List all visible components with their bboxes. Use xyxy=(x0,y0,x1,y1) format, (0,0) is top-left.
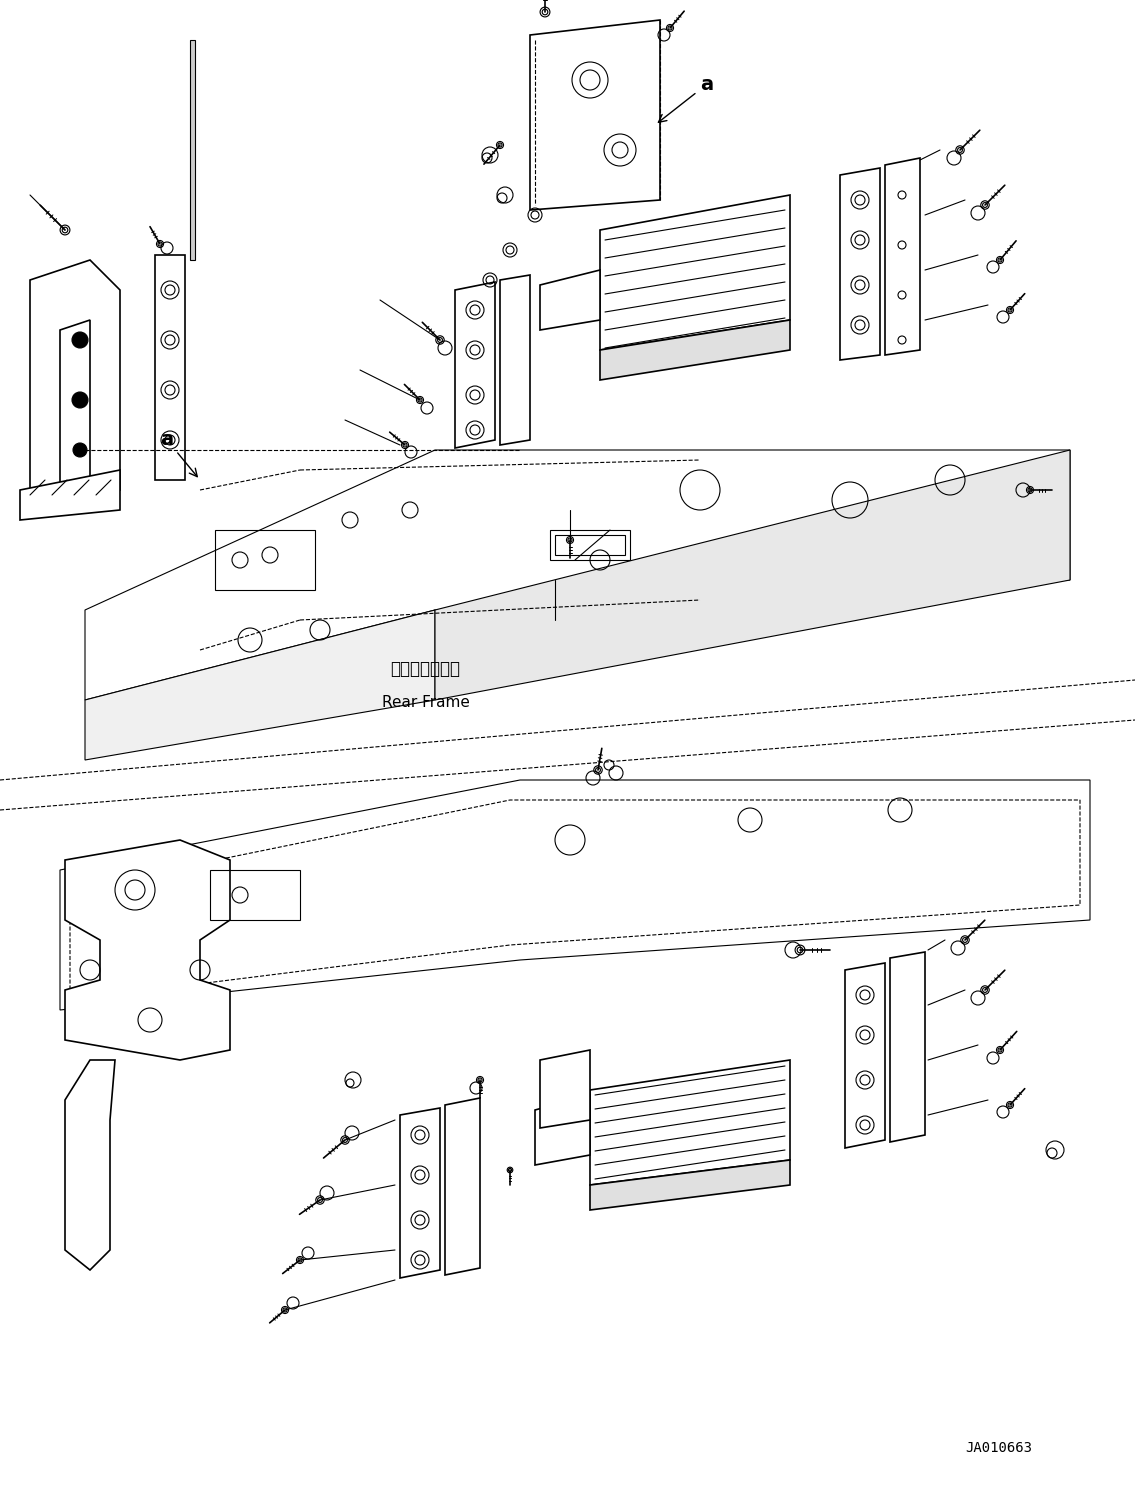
Circle shape xyxy=(983,987,987,993)
Circle shape xyxy=(962,938,967,942)
Polygon shape xyxy=(885,158,920,355)
Polygon shape xyxy=(540,1050,590,1129)
Circle shape xyxy=(797,947,802,953)
Text: リヤーフレーム: リヤーフレーム xyxy=(390,661,461,678)
Circle shape xyxy=(543,9,548,15)
Circle shape xyxy=(1008,309,1012,312)
Bar xyxy=(215,529,316,590)
Polygon shape xyxy=(844,963,885,1148)
Polygon shape xyxy=(590,1160,790,1211)
Text: a: a xyxy=(160,429,197,477)
Circle shape xyxy=(73,443,87,458)
Polygon shape xyxy=(20,470,120,520)
Circle shape xyxy=(983,203,987,207)
Circle shape xyxy=(403,443,407,447)
Circle shape xyxy=(62,227,68,233)
Polygon shape xyxy=(501,274,530,444)
Polygon shape xyxy=(600,195,790,350)
Polygon shape xyxy=(400,1108,440,1278)
Polygon shape xyxy=(65,1060,115,1270)
Text: Rear Frame: Rear Frame xyxy=(381,695,470,710)
Polygon shape xyxy=(535,1094,590,1164)
Polygon shape xyxy=(530,19,659,210)
Text: JA010663: JA010663 xyxy=(965,1442,1033,1455)
Circle shape xyxy=(669,25,672,30)
Circle shape xyxy=(283,1308,287,1312)
Circle shape xyxy=(998,258,1002,262)
Circle shape xyxy=(72,392,89,409)
Circle shape xyxy=(1028,488,1032,492)
Polygon shape xyxy=(455,282,495,447)
Polygon shape xyxy=(590,1060,790,1185)
Bar xyxy=(190,40,195,259)
Polygon shape xyxy=(30,259,120,510)
Polygon shape xyxy=(85,610,435,760)
Polygon shape xyxy=(540,270,600,330)
Circle shape xyxy=(343,1138,347,1142)
Circle shape xyxy=(508,1169,512,1172)
Circle shape xyxy=(418,398,422,403)
Polygon shape xyxy=(85,450,1070,699)
Circle shape xyxy=(998,1048,1002,1053)
Polygon shape xyxy=(65,839,230,1060)
Text: a: a xyxy=(658,75,713,122)
Bar xyxy=(210,871,300,920)
Polygon shape xyxy=(60,780,1090,1009)
Circle shape xyxy=(158,242,162,246)
Circle shape xyxy=(72,332,89,347)
Circle shape xyxy=(438,337,443,343)
Bar xyxy=(555,535,625,555)
Circle shape xyxy=(318,1197,322,1202)
Circle shape xyxy=(568,538,572,543)
Polygon shape xyxy=(155,255,185,480)
Circle shape xyxy=(299,1258,302,1261)
Polygon shape xyxy=(445,1097,480,1275)
Circle shape xyxy=(958,148,962,152)
Polygon shape xyxy=(600,321,790,380)
Circle shape xyxy=(596,768,600,772)
Circle shape xyxy=(498,143,502,148)
Circle shape xyxy=(478,1078,482,1082)
Polygon shape xyxy=(435,450,1070,699)
Polygon shape xyxy=(840,168,880,359)
Circle shape xyxy=(1008,1103,1012,1106)
Polygon shape xyxy=(890,951,925,1142)
Bar xyxy=(550,529,630,561)
